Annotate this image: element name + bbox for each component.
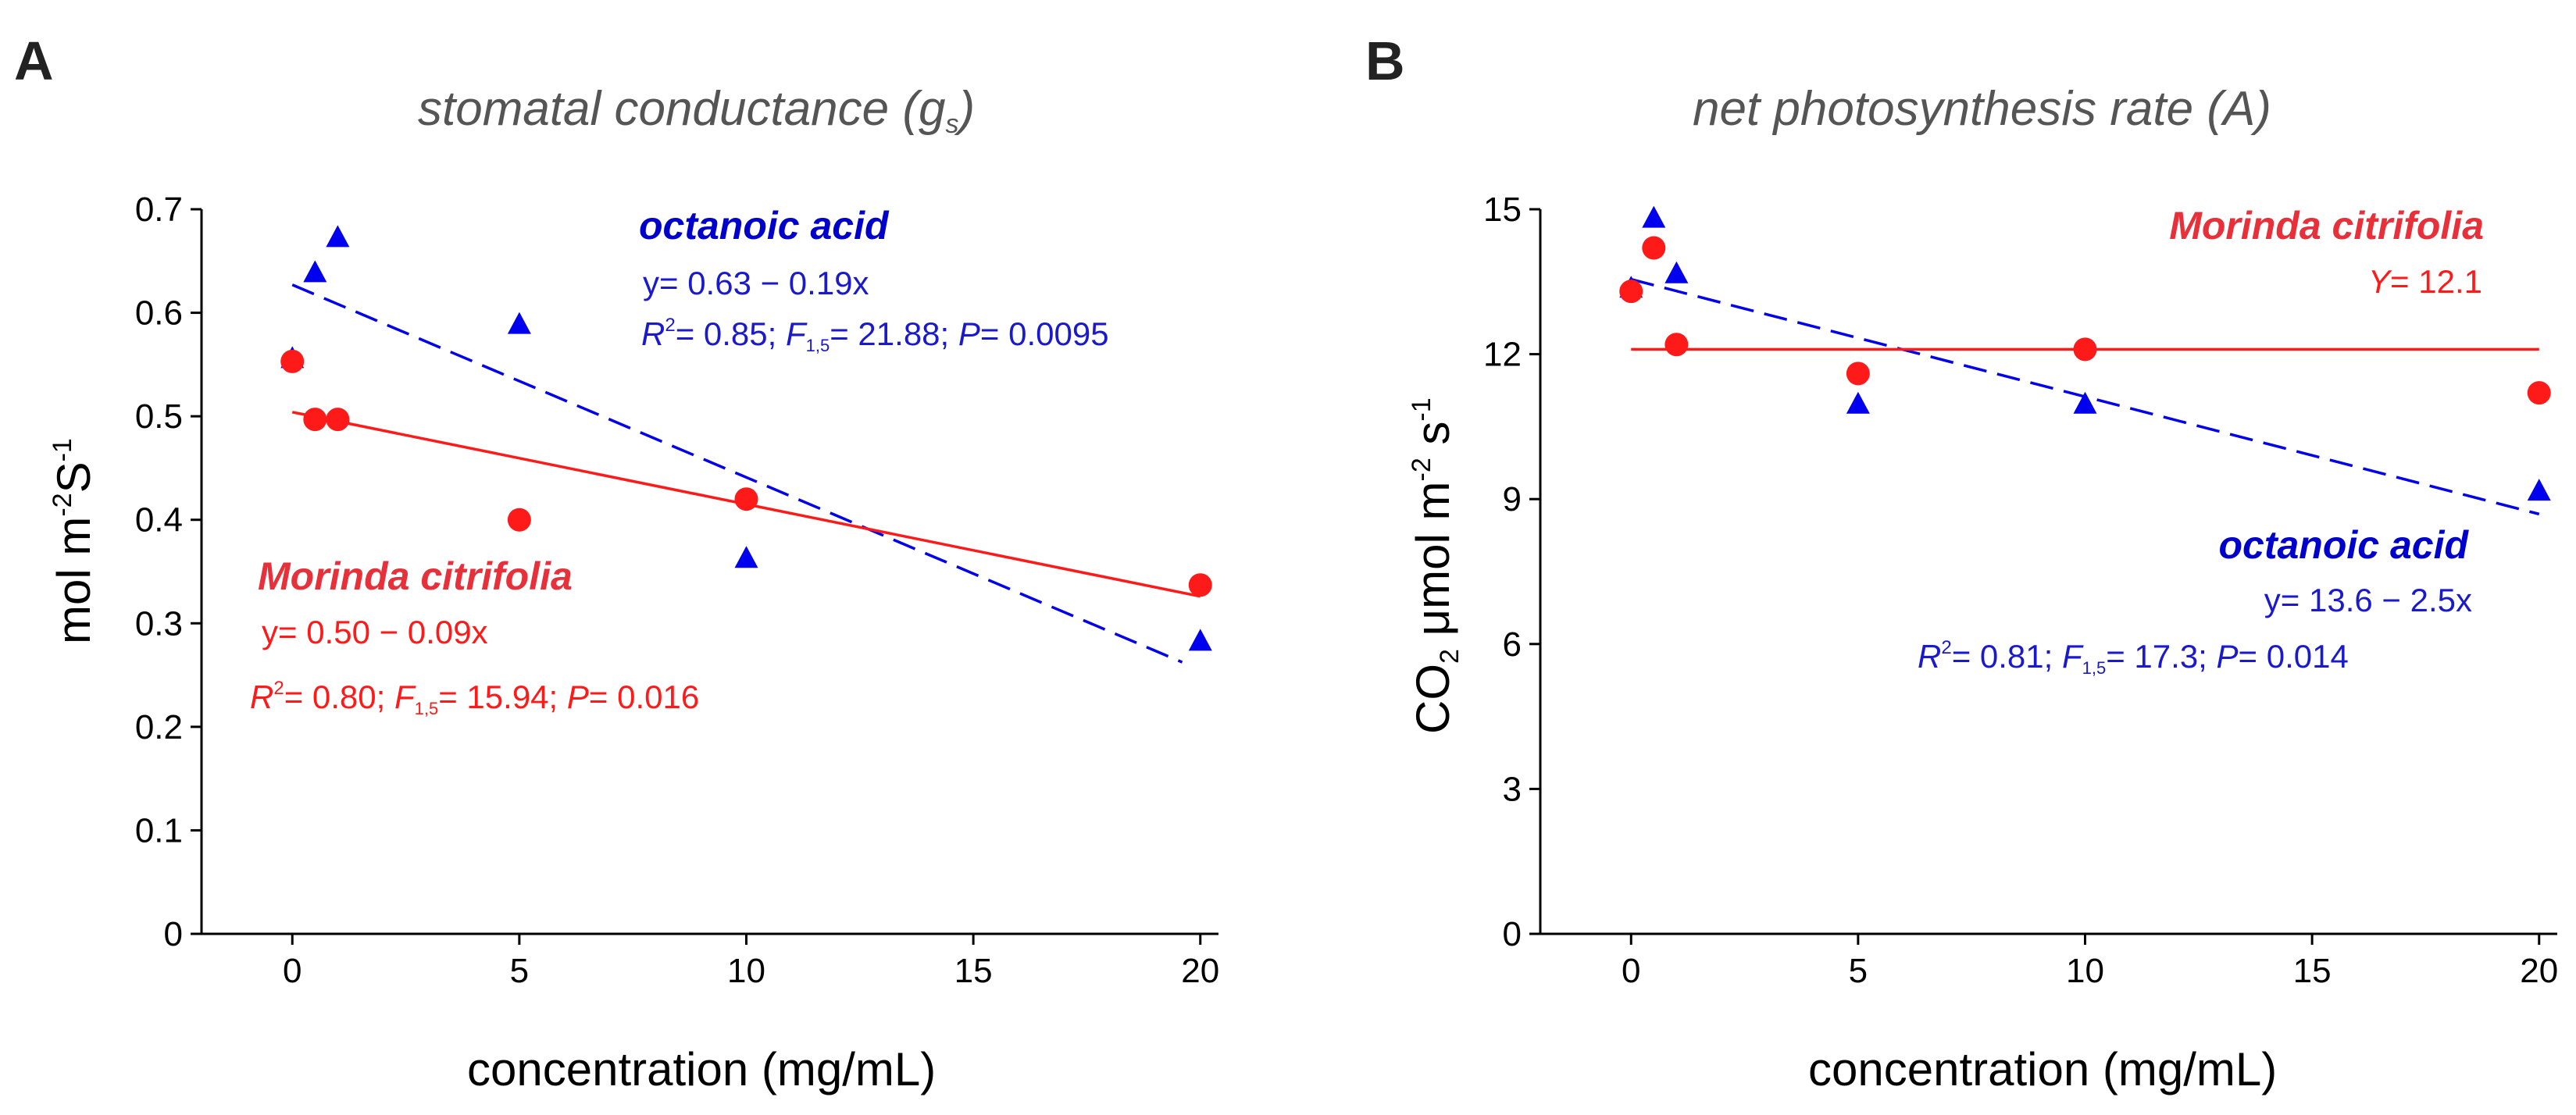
panel-b-ytick-label: 6 [1503,625,1522,664]
panel-a-octanoic-name: octanoic acid [639,204,890,248]
panel-a-ytick-label: 0.5 [135,397,183,436]
panel-b-title: net photosynthesis rate (A) [1693,82,2271,136]
panel-b-morinda-point [1642,236,1666,260]
panel-b-ytick-label: 9 [1503,480,1522,518]
panel-a-plot [280,225,1212,664]
panel-b-xtick-label: 15 [2293,952,2332,990]
panel-b-octanoic-equation: y= 13.6 − 2.5x [2264,582,2472,618]
panel-a-ytick-label: 0.1 [135,811,183,850]
panel-a-xtick-label: 10 [727,952,765,990]
panel-a-octanoic-stats: R2= 0.85; F1,5= 21.88; P= 0.0095 [641,315,1109,355]
panel-a-octanoic-point [734,546,758,568]
panel-a-morinda-stats: R2= 0.80; F1,5= 15.94; P= 0.016 [250,678,699,718]
panel-a-title-main: stomatal conductance (g [418,82,946,136]
panel-a-ytick-label: 0 [164,915,183,953]
panel-b-ylabel: CO2 μmol m-2 s-1 [1407,397,1465,734]
panel-b-morinda-point [2073,337,2097,362]
panel-b-ytick-label: 15 [1483,191,1522,229]
panel-b-xtick-label: 5 [1849,952,1868,990]
panel-b-axes: 0 3 6 9 12 15 0 5 10 15 20 [1483,191,2558,990]
panel-b-morinda-point [1664,333,1689,357]
panel-b-octanoic-point [2073,391,2097,414]
panel-b-octanoic-point [2527,479,2551,501]
panel-b-octanoic-name: octanoic acid [2218,523,2469,567]
panel-a-morinda-point [280,349,305,373]
panel-a-octanoic-fit-line [291,283,1183,664]
panel-a-xtick-label: 5 [510,952,529,990]
panel-a-xtick-label: 20 [1181,952,1219,990]
panel-b-ytick-label: 0 [1503,915,1522,953]
panel-a-morinda-point [1188,573,1212,597]
panel-b-xlabel: concentration (mg/mL) [1808,1043,2277,1095]
panel-b-morinda-point [1846,362,1870,386]
panel-b-octanoic-point [1846,391,1870,414]
panel-a-ytick-label: 0.7 [135,191,183,229]
panel-a-morinda-point [326,408,350,432]
panel-b-octanoic-stats: R2= 0.81; F1,5= 17.3; P= 0.014 [1918,637,2349,678]
panel-b-plot [1619,205,2551,516]
panel-a-ytick-label: 0.4 [135,501,183,540]
panel-b-ytick-label: 12 [1483,336,1522,374]
panel-a-ytick-label: 0.3 [135,604,183,643]
panel-b-octanoic-point [1664,261,1689,283]
panel-b-morinda-name: Morinda citrifolia [2169,204,2484,248]
panel-b-morinda-point [2527,381,2551,405]
panel-a-octanoic-point [1188,629,1212,651]
panel-a-morinda-name: Morinda citrifolia [258,554,573,598]
panel-a-xlabel: concentration (mg/mL) [467,1043,936,1095]
panel-a-xtick-label: 0 [283,952,301,990]
panel-a-morinda-equation: y= 0.50 − 0.09x [262,614,488,650]
panel-b-xtick-label: 10 [2066,952,2104,990]
panel-a-ytick-label: 0.6 [135,294,183,333]
panel-a-morinda-point [303,408,327,432]
panel-a-title: stomatal conductance (gs) [418,82,975,139]
panel-b-ytick-label: 3 [1503,770,1522,808]
panel-b-xtick-label: 20 [2520,952,2558,990]
panel-a-octanoic-equation: y= 0.63 − 0.19x [643,265,869,301]
panel-a-axes: 0 0.1 0.2 0.3 0.4 0.5 0.6 0.7 0 5 10 15 20 [135,191,1219,990]
panel-a-morinda-point [734,487,758,511]
panel-b-morinda-point [1619,280,1643,304]
panel-a-ytick-label: 0.2 [135,708,183,746]
panel-b-xtick-label: 0 [1622,952,1640,990]
panel-b-morinda-equation: Y= 12.1 [2368,263,2482,300]
panel-a-ylabel: mol m-2S-1 [48,438,100,644]
panel-a-letter: A [14,30,54,91]
panel-a: A stomatal conductance (gs) 0 0.1 0.2 0.3 0.… [14,30,1219,1095]
panel-a-octanoic-point [507,312,531,334]
panel-b: B net photosynthesis rate (A) 0 3 6 9 12 15 0 5… [1365,30,2558,1095]
panel-a-octanoic-point [303,260,327,283]
panel-a-title-sub: s [946,109,959,139]
panel-b-letter: B [1365,30,1405,91]
panel-a-xtick-label: 15 [954,952,993,990]
panel-a-morinda-point [507,508,531,532]
panel-b-octanoic-point [1642,205,1666,228]
panel-a-octanoic-point [326,225,350,248]
